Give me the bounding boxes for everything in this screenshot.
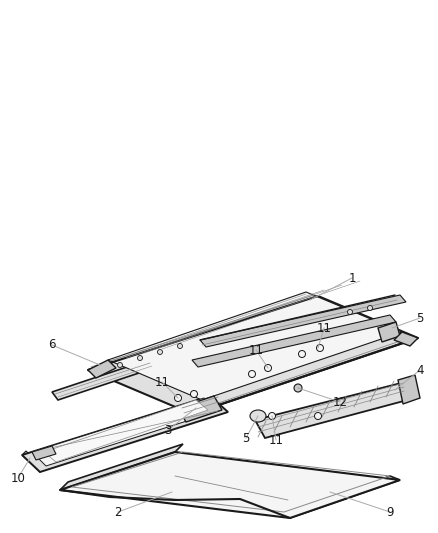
Circle shape <box>265 365 272 372</box>
Text: 6: 6 <box>48 338 56 351</box>
Text: 11: 11 <box>155 376 170 389</box>
Polygon shape <box>192 315 396 367</box>
Polygon shape <box>200 295 406 347</box>
Polygon shape <box>378 322 400 342</box>
Circle shape <box>174 394 181 401</box>
Circle shape <box>294 384 302 392</box>
Polygon shape <box>394 332 418 346</box>
Circle shape <box>367 305 372 311</box>
Text: 11: 11 <box>317 321 332 335</box>
Polygon shape <box>60 452 400 518</box>
Circle shape <box>268 413 276 419</box>
Circle shape <box>117 362 123 367</box>
Polygon shape <box>255 382 415 438</box>
Text: 9: 9 <box>386 505 394 519</box>
Text: 5: 5 <box>416 311 424 325</box>
Circle shape <box>299 351 305 358</box>
Circle shape <box>138 356 142 360</box>
Circle shape <box>177 343 183 349</box>
Polygon shape <box>44 400 208 462</box>
Text: 11: 11 <box>268 433 283 447</box>
Circle shape <box>314 413 321 419</box>
Circle shape <box>191 391 198 398</box>
Polygon shape <box>60 444 183 490</box>
Polygon shape <box>52 360 154 400</box>
Polygon shape <box>22 396 228 472</box>
Text: 11: 11 <box>248 343 264 357</box>
Circle shape <box>347 310 353 314</box>
Polygon shape <box>88 296 418 414</box>
Polygon shape <box>88 360 116 378</box>
Polygon shape <box>284 476 400 518</box>
Text: 10: 10 <box>11 472 25 484</box>
Text: 3: 3 <box>164 424 172 437</box>
Ellipse shape <box>250 410 266 422</box>
Circle shape <box>248 370 255 377</box>
Circle shape <box>317 344 324 351</box>
Polygon shape <box>22 451 44 472</box>
Text: 5: 5 <box>242 432 250 445</box>
Text: 4: 4 <box>416 364 424 376</box>
Polygon shape <box>398 375 420 404</box>
Polygon shape <box>32 398 218 466</box>
Polygon shape <box>32 446 56 460</box>
Polygon shape <box>178 396 222 422</box>
Text: 2: 2 <box>114 505 122 519</box>
Text: 12: 12 <box>332 395 347 408</box>
Circle shape <box>158 350 162 354</box>
Polygon shape <box>108 292 402 400</box>
Text: 1: 1 <box>348 271 356 285</box>
